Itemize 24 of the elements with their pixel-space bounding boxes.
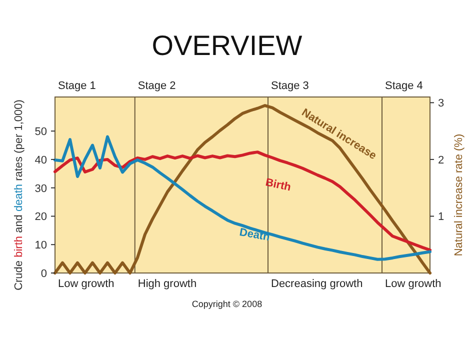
text: Birth: [264, 176, 292, 194]
chart-title: OVERVIEW: [152, 30, 303, 61]
y2-axis-title: Natural increase rate (%): [453, 134, 465, 256]
text: Stage 3: [271, 80, 309, 92]
y-tick-label: 0: [40, 268, 47, 280]
text: Decreasing growth: [271, 278, 363, 290]
text: Death: [238, 226, 271, 244]
y-tick-label: 50: [34, 126, 47, 138]
text: Low growth: [58, 278, 114, 290]
text: Stage 4: [385, 80, 423, 92]
line-series: [54, 104, 432, 274]
text: Low growth: [385, 278, 442, 290]
text: Stage 1: [58, 80, 96, 92]
y2-tick-label: 2: [438, 154, 444, 166]
text: High growth: [138, 278, 197, 290]
y-tick-label: 40: [34, 154, 47, 166]
text: Copyright © 2008: [192, 299, 262, 309]
y2-tick-label: 3: [438, 98, 444, 110]
text: Stage 2: [138, 80, 176, 92]
y2-tick-label: 1: [438, 211, 444, 224]
y-axis-title: Crude birth and death rates (per 1,000): [13, 100, 25, 290]
y-tick-label: 10: [34, 240, 47, 252]
y-tick-label: 20: [34, 211, 47, 224]
y-tick-label: 30: [34, 182, 47, 195]
